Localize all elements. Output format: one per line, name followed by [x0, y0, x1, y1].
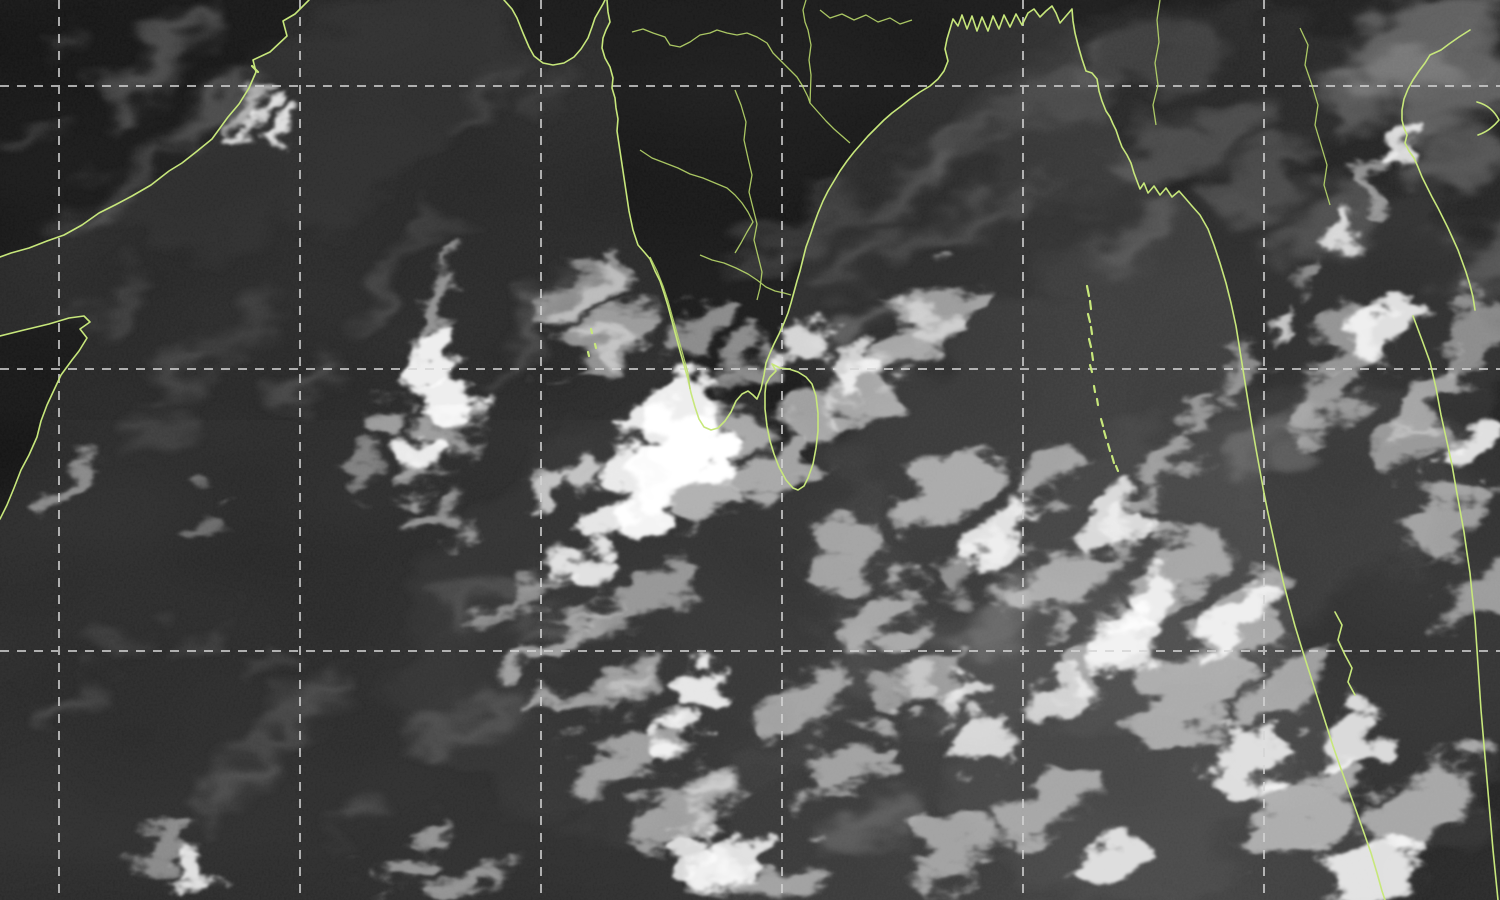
island-segment — [1090, 351, 1095, 362]
island-segment — [593, 342, 598, 350]
island-segment — [1095, 397, 1100, 407]
island-segment — [1110, 454, 1116, 465]
coastline-india-to-malaya-coast — [503, 0, 1386, 900]
border-himalaya-foothills-border — [819, 9, 913, 25]
island-segment — [589, 327, 594, 335]
island-segment — [1086, 312, 1092, 324]
island-segment — [1089, 325, 1094, 336]
coastline-arabia-coast — [0, 0, 310, 258]
border-myanmar-thailand-border — [1152, 0, 1161, 126]
border-tamilnadu-border — [699, 254, 792, 296]
border-kerala-border — [649, 256, 691, 390]
coastline-vietnam-coast — [1401, 29, 1476, 311]
island-segment — [1102, 429, 1108, 440]
island-segment — [250, 64, 260, 74]
border-india-central-border — [802, 0, 851, 144]
island-segment — [1085, 284, 1091, 298]
political-borders-overlay — [631, 0, 1331, 390]
island-segment — [586, 350, 591, 358]
small-islands-overlay — [250, 64, 1120, 473]
coastline-malay-east-coast — [1334, 611, 1356, 696]
island-segment — [1106, 442, 1112, 453]
island-segment — [1099, 417, 1105, 428]
coastline-sri-lanka-coast — [764, 363, 819, 491]
border-karnataka-border — [639, 149, 754, 254]
island-segment — [1088, 299, 1093, 311]
border-india-north-border — [631, 28, 811, 104]
coastline-hainan-coast — [1476, 101, 1500, 136]
coastline-horn-of-africa-coast — [0, 315, 91, 520]
island-segment — [1092, 384, 1097, 394]
border-telangana-border — [734, 89, 763, 301]
island-segment — [1087, 337, 1093, 349]
coastline-gulf-of-thailand-sumatra-coast — [1412, 315, 1499, 900]
island-segment — [1114, 464, 1120, 473]
border-laos-border — [1299, 27, 1331, 206]
island-segment — [1088, 363, 1094, 374]
